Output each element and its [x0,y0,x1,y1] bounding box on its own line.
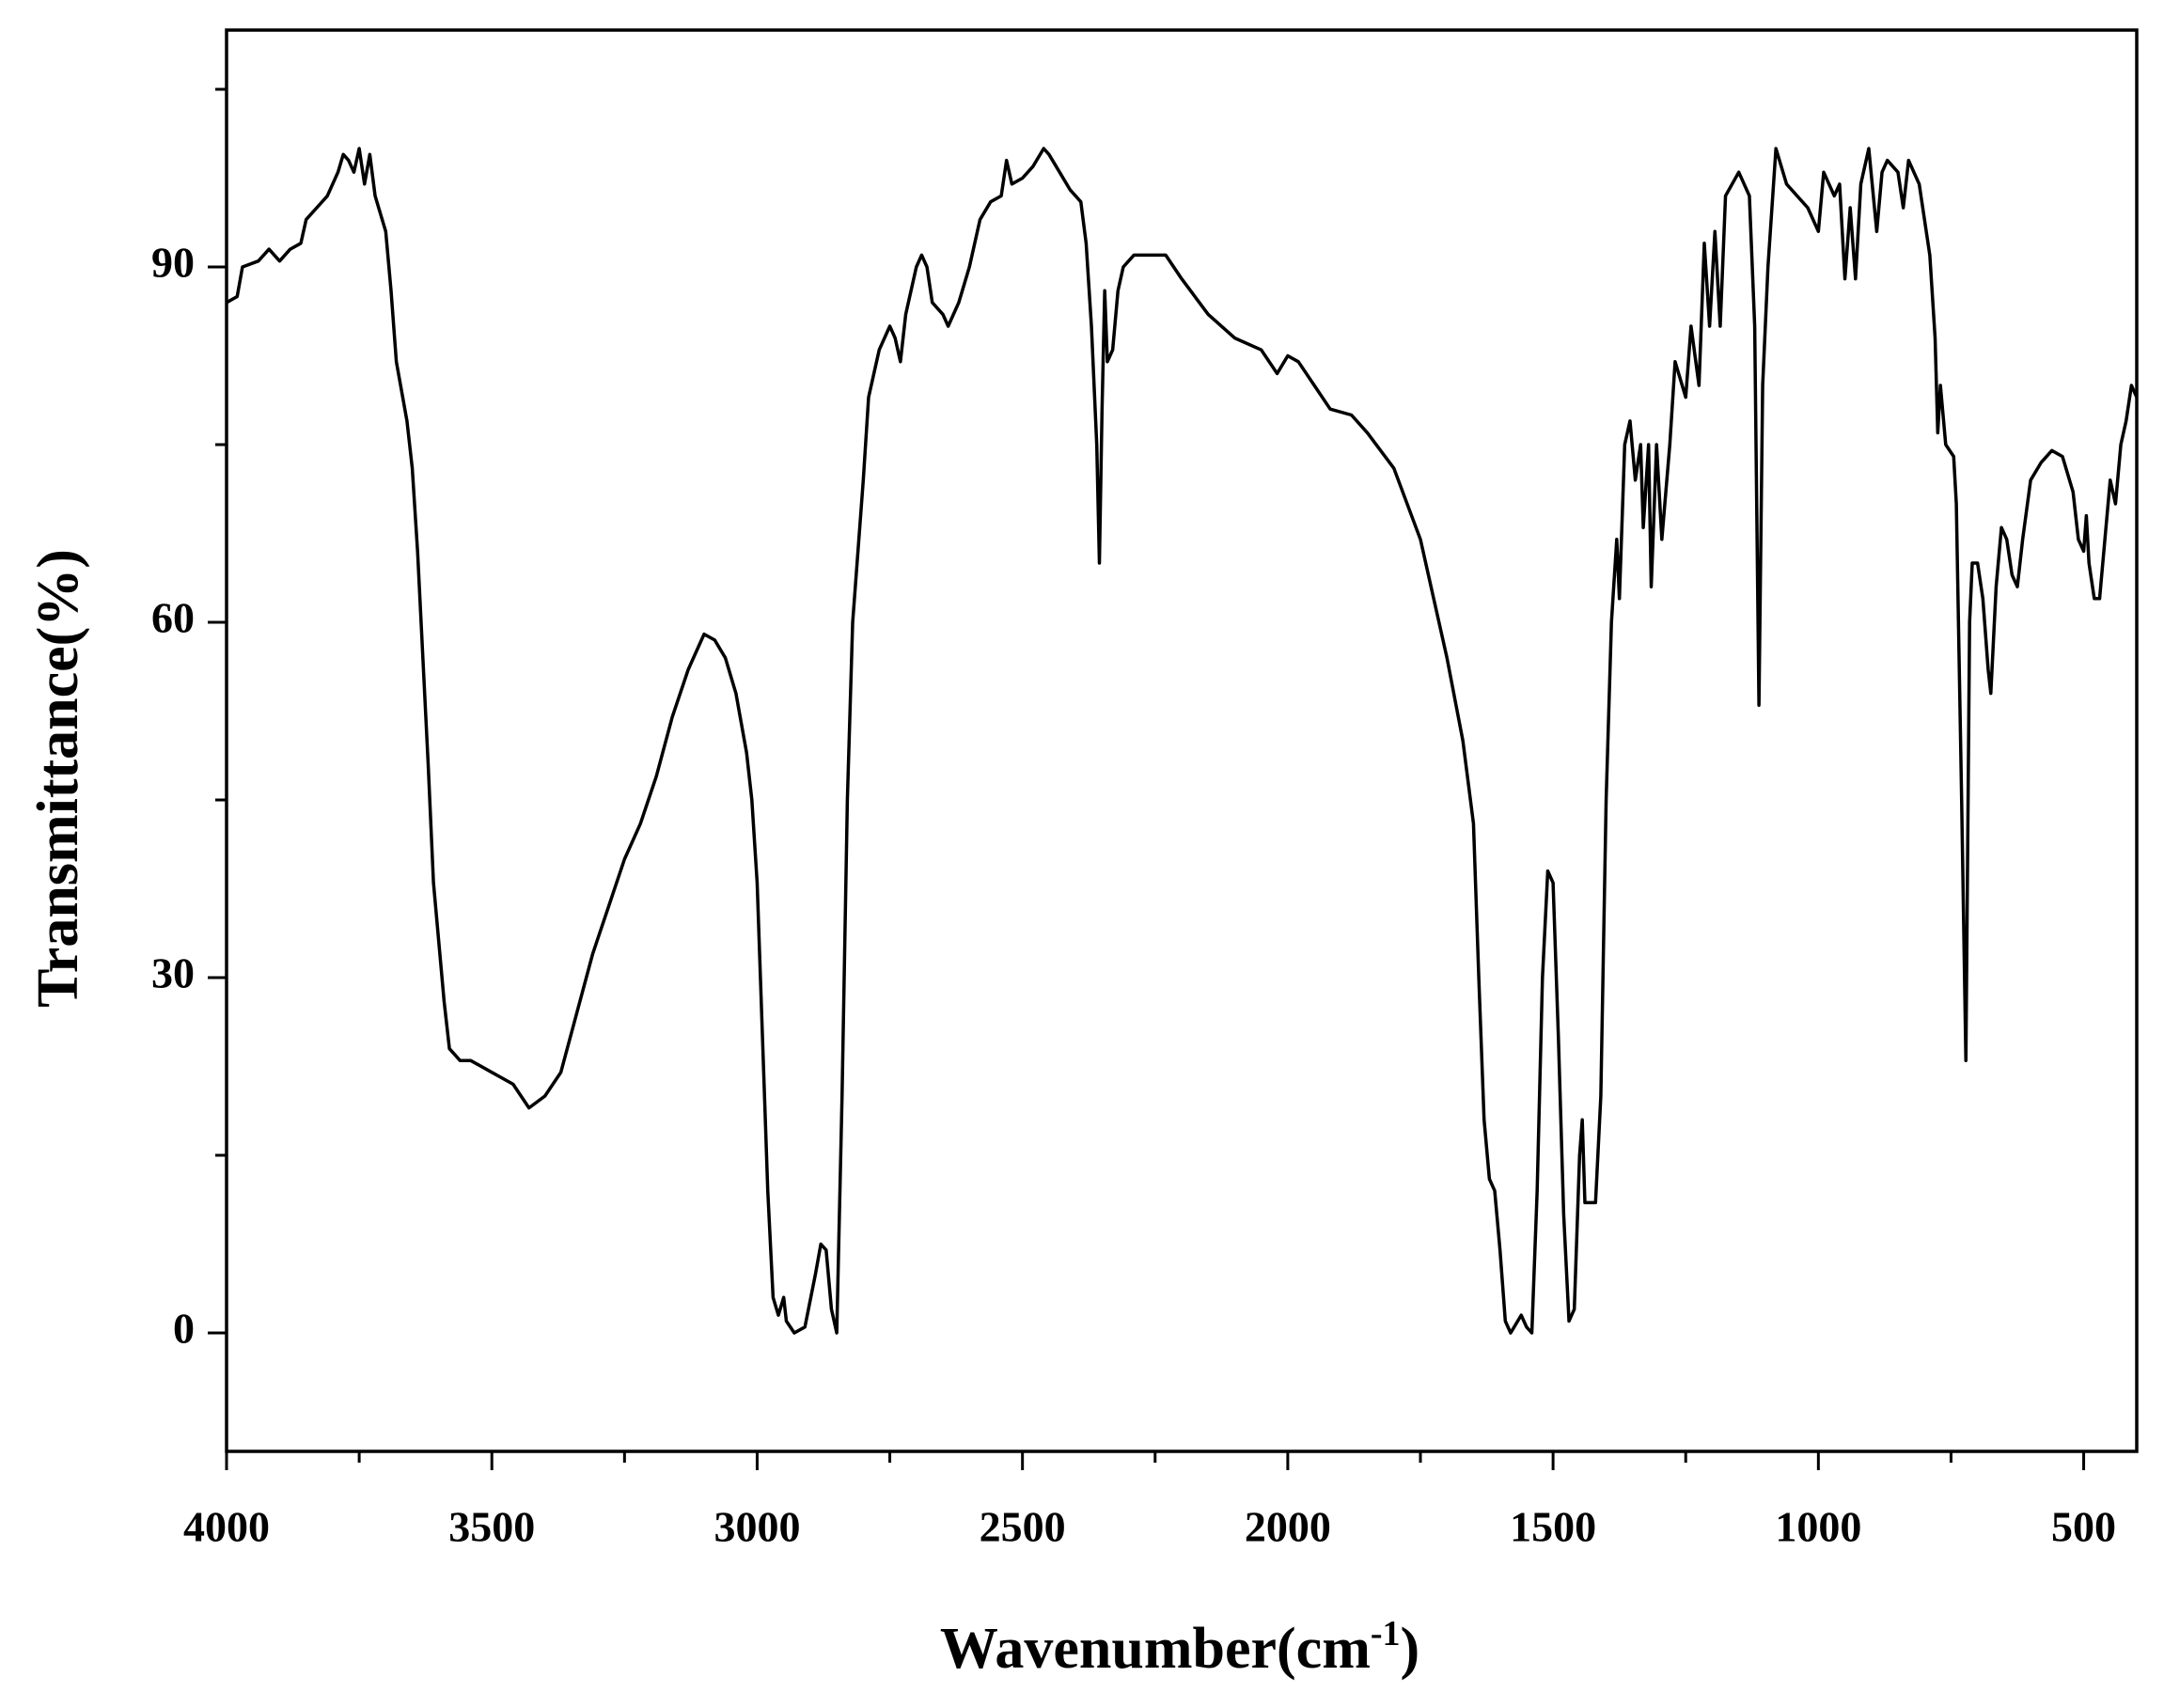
y-tick-label: 0 [173,1305,195,1353]
plot-frame [225,28,2139,1453]
x-tick-label: 1500 [1510,1503,1596,1551]
x-tick-label: 2000 [1245,1503,1331,1551]
x-tick-label: 2500 [980,1503,1066,1551]
x-tick-label: 1000 [1775,1503,1861,1551]
x-tick-label: 4000 [183,1503,270,1551]
x-tick-label: 500 [2051,1503,2116,1551]
x-axis-label: Wavenumber(cm-1) [940,1614,1419,1681]
y-tick-label: 60 [151,594,195,642]
y-tick-label: 30 [151,949,195,997]
x-axis-label-superscript: -1 [1371,1614,1401,1653]
x-axis-label-end: ) [1401,1617,1420,1681]
x-tick-label: 3500 [448,1503,535,1551]
y-axis-label: Transmittance(%) [26,549,90,1008]
y-tick-label: 90 [151,239,195,287]
x-tick-label: 3000 [713,1503,800,1551]
x-axis-label-text: Wavenumber(cm [940,1617,1371,1681]
spectrum-line [226,147,2139,1335]
